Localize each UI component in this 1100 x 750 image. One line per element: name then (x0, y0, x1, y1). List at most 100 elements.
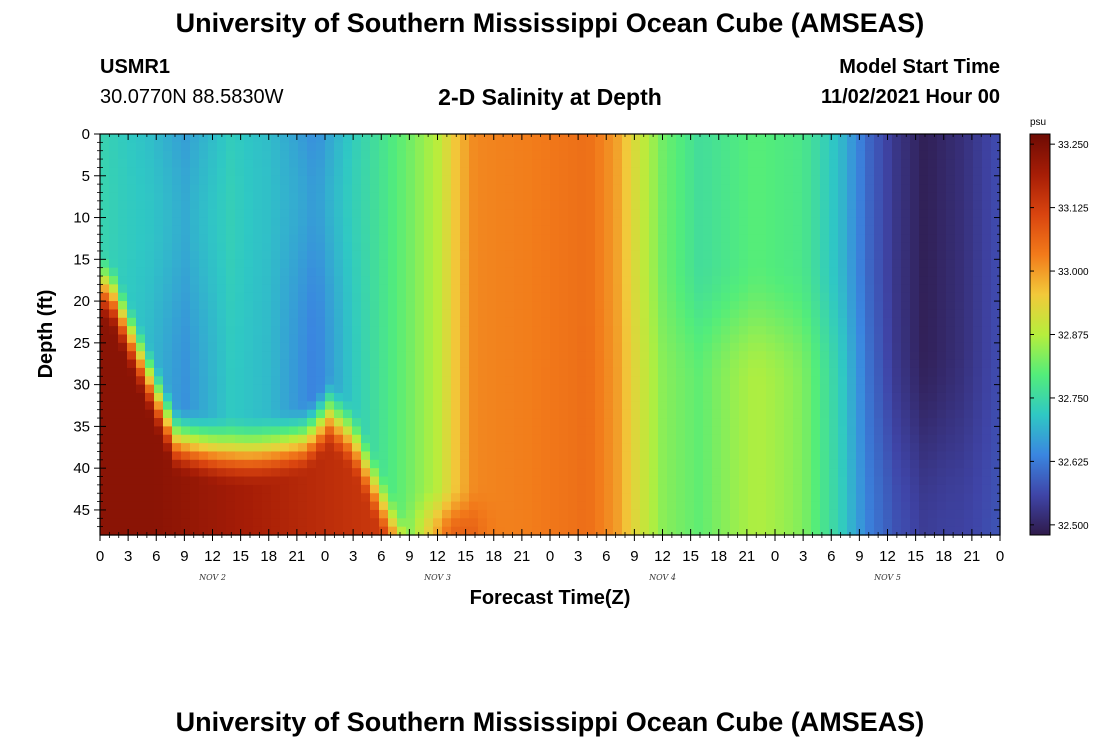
heatmap-cell (145, 217, 155, 227)
heatmap-cell (595, 309, 605, 319)
heatmap-cell (145, 209, 155, 219)
heatmap-cell (235, 301, 245, 311)
heatmap-cell (901, 292, 911, 302)
heatmap-cell (307, 526, 317, 536)
heatmap-cell (226, 250, 236, 260)
heatmap-cell (838, 493, 848, 503)
heatmap-cell (361, 392, 371, 402)
heatmap-cell (559, 493, 569, 503)
heatmap-cell (784, 367, 794, 377)
heatmap-cell (694, 234, 704, 244)
heatmap-cell (424, 376, 434, 386)
heatmap-cell (352, 426, 362, 436)
heatmap-cell (829, 184, 839, 194)
heatmap-cell (244, 426, 254, 436)
heatmap-cell (676, 225, 686, 235)
heatmap-cell (487, 167, 497, 177)
heatmap-cell (649, 250, 659, 260)
heatmap-cell (244, 484, 254, 494)
heatmap-cell (208, 367, 218, 377)
heatmap-cell (343, 376, 353, 386)
heatmap-cell (523, 401, 533, 411)
heatmap-cell (262, 150, 272, 160)
heatmap-cell (982, 351, 992, 361)
heatmap-cell (802, 284, 812, 294)
heatmap-cell (496, 334, 506, 344)
heatmap-cell (739, 451, 749, 461)
heatmap-cell (703, 134, 713, 143)
heatmap-cell (343, 459, 353, 469)
heatmap-cell (982, 409, 992, 419)
heatmap-cell (496, 175, 506, 185)
heatmap-cell (334, 392, 344, 402)
heatmap-cell (685, 493, 695, 503)
heatmap-cell (118, 192, 128, 202)
heatmap-cell (478, 250, 488, 260)
heatmap-cell (667, 451, 677, 461)
heatmap-cell (793, 200, 803, 210)
heatmap-cell (154, 376, 164, 386)
heatmap-cell (325, 459, 335, 469)
heatmap-cell (469, 359, 479, 369)
heatmap-cell (181, 301, 191, 311)
heatmap-cell (523, 384, 533, 394)
heatmap-cell (190, 476, 200, 486)
heatmap-cell (487, 234, 497, 244)
heatmap-cell (991, 317, 1001, 327)
heatmap-cell (379, 401, 389, 411)
heatmap-cell (577, 367, 587, 377)
heatmap-cell (100, 284, 110, 294)
heatmap-cell (730, 501, 740, 511)
heatmap-cell (793, 376, 803, 386)
heatmap-cell (640, 384, 650, 394)
heatmap-cell (388, 392, 398, 402)
heatmap-cell (649, 142, 659, 152)
heatmap-cell (352, 392, 362, 402)
heatmap-cell (766, 317, 776, 327)
heatmap-cell (856, 409, 866, 419)
heatmap-cell (802, 326, 812, 336)
heatmap-cell (280, 250, 290, 260)
heatmap-cell (991, 292, 1001, 302)
heatmap-cell (856, 142, 866, 152)
heatmap-cell (226, 484, 236, 494)
heatmap-cell (568, 134, 578, 143)
heatmap-cell (325, 509, 335, 519)
heatmap-cell (352, 493, 362, 503)
heatmap-cell (955, 401, 965, 411)
heatmap-cell (667, 459, 677, 469)
heatmap-cell (703, 426, 713, 436)
heatmap-cell (694, 418, 704, 427)
heatmap-cell (118, 493, 128, 503)
heatmap-cell (955, 317, 965, 327)
heatmap-cell (190, 184, 200, 194)
heatmap-cell (370, 426, 380, 436)
heatmap-cell (181, 284, 191, 294)
heatmap-cell (622, 292, 632, 302)
heatmap-cell (262, 301, 272, 311)
heatmap-cell (334, 250, 344, 260)
heatmap-cell (865, 326, 875, 336)
heatmap-cell (748, 426, 758, 436)
heatmap-cell (469, 484, 479, 494)
heatmap-cell (550, 476, 560, 486)
heatmap-cell (370, 326, 380, 336)
heatmap-cell (604, 309, 614, 319)
heatmap-cell (982, 443, 992, 453)
heatmap-cell (640, 309, 650, 319)
heatmap-cell (109, 134, 119, 143)
heatmap-cell (496, 301, 506, 311)
heatmap-cell (523, 526, 533, 536)
heatmap-cell (253, 526, 263, 536)
heatmap-cell (379, 234, 389, 244)
heatmap-cell (550, 384, 560, 394)
heatmap-cell (424, 334, 434, 344)
heatmap-cell (775, 259, 785, 269)
heatmap-cell (586, 192, 596, 202)
heatmap-cell (460, 351, 470, 361)
heatmap-cell (244, 184, 254, 194)
heatmap-cell (739, 392, 749, 402)
heatmap-cell (721, 376, 731, 386)
heatmap-cell (766, 426, 776, 436)
heatmap-cell (226, 284, 236, 294)
